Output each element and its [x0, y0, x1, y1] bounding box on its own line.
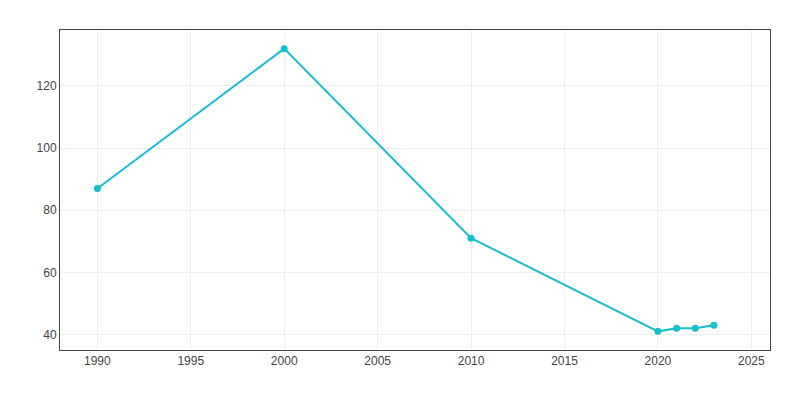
- svg-text:2005: 2005: [364, 354, 391, 368]
- svg-text:1995: 1995: [177, 354, 204, 368]
- svg-text:2010: 2010: [458, 354, 485, 368]
- svg-text:100: 100: [37, 141, 57, 155]
- svg-text:2015: 2015: [551, 354, 578, 368]
- svg-text:40: 40: [43, 328, 57, 342]
- svg-text:2020: 2020: [645, 354, 672, 368]
- svg-text:60: 60: [43, 266, 57, 280]
- svg-text:2000: 2000: [271, 354, 298, 368]
- svg-text:1990: 1990: [84, 354, 111, 368]
- svg-text:120: 120: [37, 79, 57, 93]
- svg-text:2025: 2025: [738, 354, 765, 368]
- svg-text:80: 80: [43, 203, 57, 217]
